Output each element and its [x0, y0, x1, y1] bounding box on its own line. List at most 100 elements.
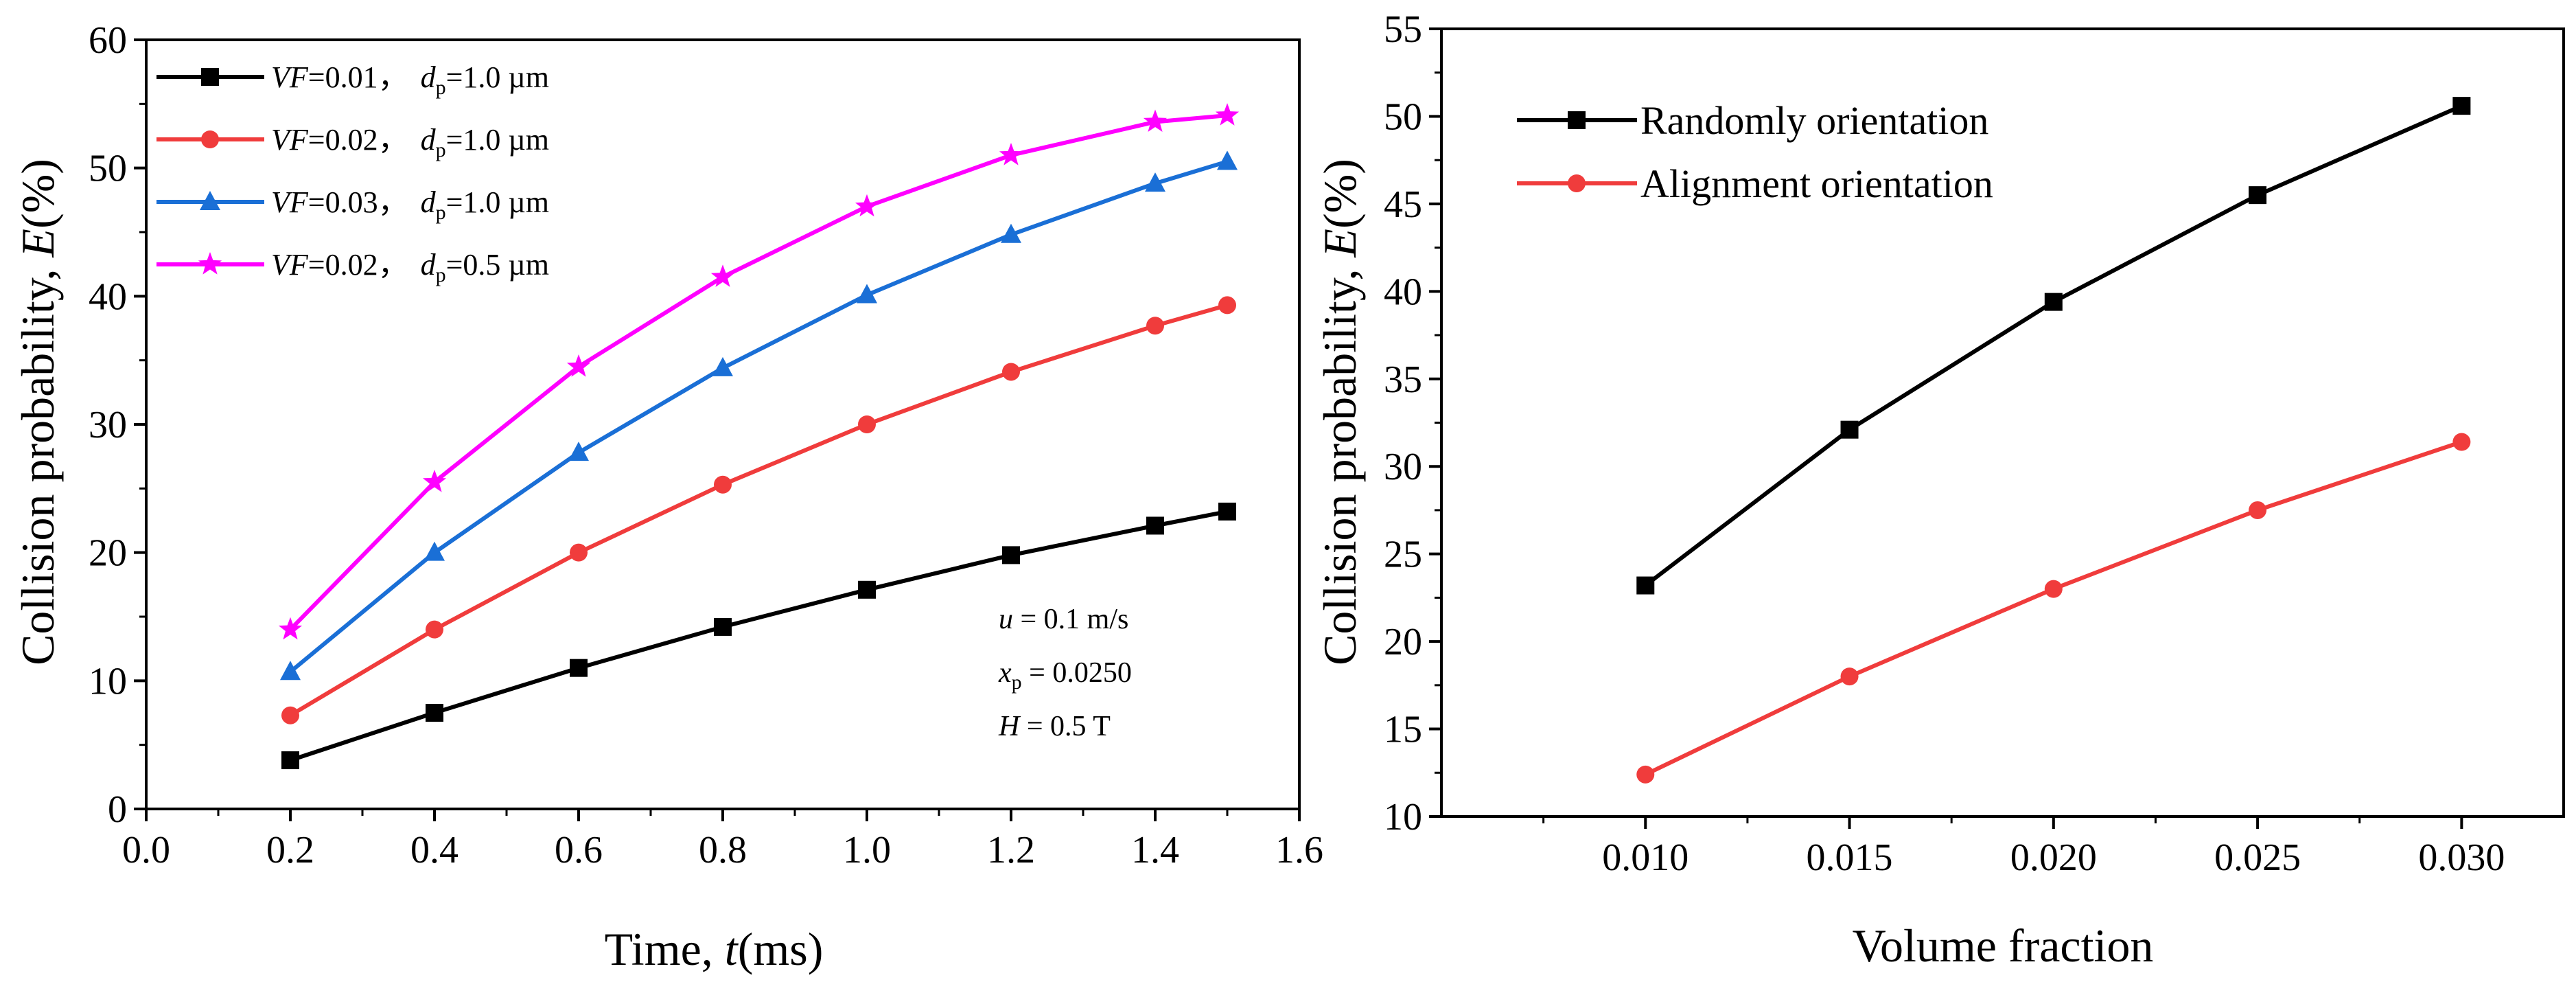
series-3 [280, 150, 1238, 681]
data-point [1636, 576, 1655, 595]
data-point [1146, 516, 1164, 535]
legend-marker [1568, 111, 1586, 129]
data-point [1840, 420, 1859, 439]
series-2 [1636, 433, 2471, 784]
legend-marker [200, 191, 220, 210]
legend-marker [201, 130, 219, 148]
data-point [855, 194, 879, 217]
data-point [1218, 502, 1236, 521]
x-tick-label: 0.015 [1807, 836, 1893, 879]
series-1 [281, 502, 1236, 770]
legend-marker [1568, 174, 1586, 192]
x-tick-label: 0.020 [2010, 836, 2097, 879]
right-chart: 10 15 20 25 30 35 40 45 50 55 0.010 0.015 0.020 0.02… [1314, 8, 2565, 972]
data-point [1002, 546, 1020, 564]
data-point [278, 617, 303, 640]
x-tick-label: 0.025 [2214, 836, 2301, 879]
data-point [424, 541, 445, 561]
legend-marker [198, 252, 222, 275]
data-point [858, 415, 876, 433]
y-tick-label: 10 [1384, 796, 1422, 838]
right-y-axis-title: Collision probability, E(%) [1314, 159, 1366, 665]
data-point [570, 659, 588, 677]
data-point [570, 543, 588, 562]
x-tick-label: 0.010 [1602, 836, 1689, 879]
right-legend: Randomly orientation Alignment orientatio… [1517, 98, 1993, 206]
annotation-text: H = 0.5 T [998, 711, 1111, 742]
data-point [858, 580, 876, 599]
data-point [281, 751, 299, 770]
x-tick-label: 0.6 [555, 829, 603, 871]
series-1 [1636, 97, 2471, 595]
data-point [426, 704, 443, 722]
data-point [2249, 501, 2267, 519]
data-point [2452, 97, 2471, 115]
data-point [999, 143, 1023, 165]
y-tick-label: 10 [89, 660, 127, 703]
data-point [714, 617, 732, 636]
x-tick-label: 1.6 [1275, 829, 1323, 871]
annotation-text: xp = 0.0250 [998, 657, 1132, 694]
data-point [1002, 363, 1020, 381]
data-point [566, 354, 591, 377]
data-point [1001, 223, 1021, 243]
data-point [2044, 580, 2063, 598]
left-legend: VF=0.01， dp=1.0 µm VF=0.02， dp=1.0 µm VF=0.0… [156, 60, 549, 286]
data-point [281, 706, 299, 724]
y-tick-label: 25 [1384, 534, 1422, 576]
data-point [857, 284, 877, 304]
left-annotations: u = 0.1 m/s xp = 0.0250 H = 0.5 T [998, 604, 1132, 742]
data-point [712, 356, 733, 376]
series-line [289, 159, 1228, 674]
data-point [1145, 172, 1165, 192]
x-tick-label: 1.2 [987, 829, 1035, 871]
y-tick-label: 20 [1384, 621, 1422, 663]
data-point [426, 620, 443, 639]
data-point [568, 442, 589, 461]
series-line [289, 303, 1228, 718]
legend-label: VF=0.01， dp=1.0 µm [271, 60, 549, 99]
x-tick-label: 1.0 [843, 829, 891, 871]
series-line [290, 509, 1228, 762]
y-tick-label: 50 [89, 148, 127, 190]
left-x-axis-title: Time, t(ms) [605, 923, 824, 975]
legend-label: VF=0.02， dp=0.5 µm [271, 248, 549, 286]
data-point [1636, 765, 1655, 784]
y-tick-label: 30 [89, 404, 127, 446]
legend-marker [201, 68, 219, 86]
data-point [1217, 150, 1238, 170]
y-tick-label: 60 [89, 19, 127, 62]
series-2 [281, 296, 1236, 724]
legend-label: Alignment orientation [1640, 161, 1993, 206]
y-tick-label: 45 [1384, 183, 1422, 226]
legend-label: VF=0.03， dp=1.0 µm [271, 185, 549, 224]
data-point [1215, 103, 1240, 126]
x-tick-label: 1.4 [1131, 829, 1179, 871]
legend-label: Randomly orientation [1640, 98, 1988, 143]
data-point [1143, 109, 1168, 132]
data-point [280, 661, 301, 681]
x-tick-label: 0.8 [699, 829, 747, 871]
data-point [2044, 293, 2063, 311]
data-point [1840, 667, 1859, 686]
series-line [288, 113, 1228, 631]
left-y-axis-title: Collision probability, E(%) [12, 159, 64, 665]
left-chart: 0 10 20 30 40 50 60 0.0 0.2 0.4 0.6 0.8 1.0 1.2 1.4 1.… [12, 19, 1323, 975]
legend-label: VF=0.02， dp=1.0 µm [271, 123, 549, 161]
annotation-text: u = 0.1 m/s [999, 604, 1128, 635]
y-tick-label: 20 [89, 532, 127, 575]
y-tick-label: 40 [1384, 271, 1422, 313]
x-tick-label: 0.0 [122, 829, 170, 871]
y-tick-label: 30 [1384, 446, 1422, 488]
y-tick-label: 15 [1384, 709, 1422, 751]
y-tick-label: 0 [108, 788, 127, 831]
data-point [2249, 186, 2267, 205]
y-tick-label: 55 [1384, 8, 1422, 51]
data-point [1218, 296, 1236, 315]
y-tick-label: 35 [1384, 358, 1422, 401]
data-point [710, 264, 735, 287]
series-4 [278, 103, 1240, 640]
data-point [422, 470, 447, 492]
x-tick-label: 0.4 [410, 829, 459, 871]
